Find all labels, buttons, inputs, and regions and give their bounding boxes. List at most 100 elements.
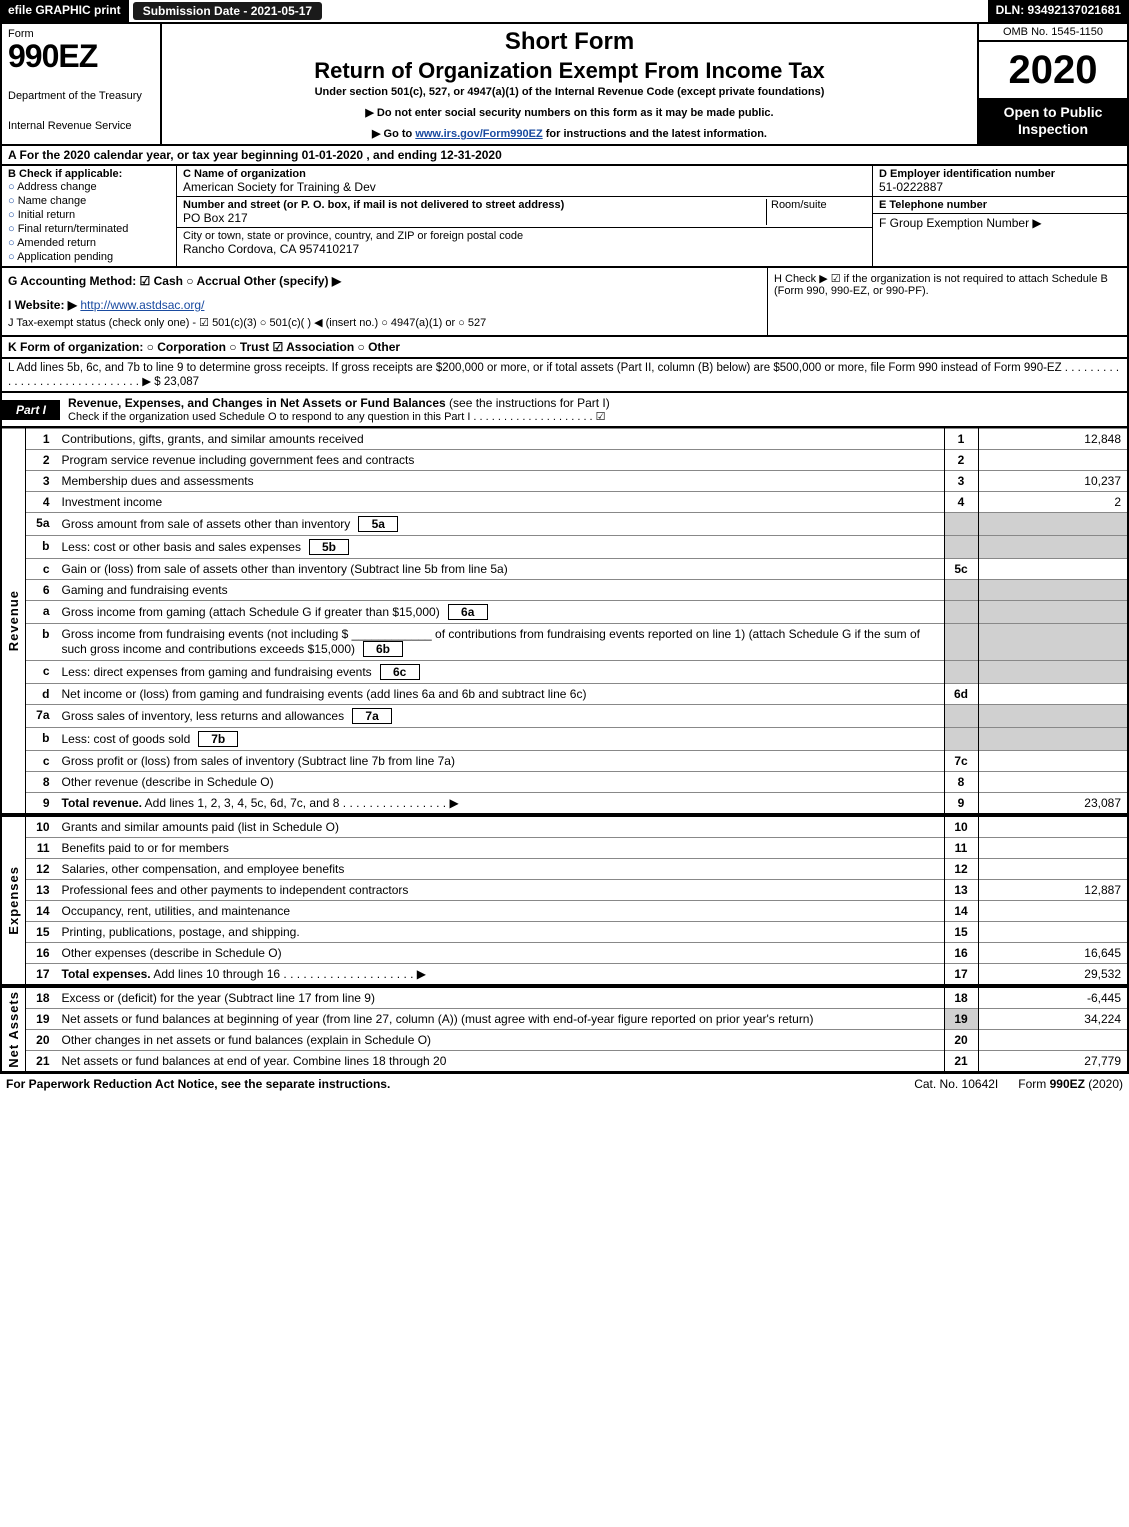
efile-label[interactable]: efile GRAPHIC print — [0, 0, 129, 22]
line-num: 19 — [26, 1009, 58, 1030]
line-num: 16 — [26, 943, 58, 964]
i-website-pre: I Website: ▶ — [8, 298, 77, 312]
table-row: 19Net assets or fund balances at beginni… — [1, 1009, 1128, 1030]
line-num: 17 — [26, 964, 58, 986]
line-amount — [978, 922, 1128, 943]
table-row: 8Other revenue (describe in Schedule O)8 — [1, 772, 1128, 793]
line-desc: Excess or (deficit) for the year (Subtra… — [58, 987, 945, 1009]
line-numcol: 1 — [944, 429, 978, 450]
line-numcol: 15 — [944, 922, 978, 943]
line-desc: Professional fees and other payments to … — [58, 880, 945, 901]
line-desc: Total revenue. Add lines 1, 2, 3, 4, 5c,… — [58, 793, 945, 815]
line-amount — [978, 684, 1128, 705]
line-numcol: 10 — [944, 816, 978, 838]
line-amount — [978, 624, 1128, 661]
line-amount: 12,848 — [978, 429, 1128, 450]
form-number: 990EZ — [8, 40, 154, 72]
line-desc: Occupancy, rent, utilities, and maintena… — [58, 901, 945, 922]
line-amount — [978, 536, 1128, 559]
note2-pre: ▶ Go to — [372, 128, 415, 140]
line-amount — [978, 772, 1128, 793]
under-section: Under section 501(c), 527, or 4947(a)(1)… — [172, 86, 967, 98]
line-desc: Net income or (loss) from gaming and fun… — [58, 684, 945, 705]
part1-title: Revenue, Expenses, and Changes in Net As… — [68, 396, 446, 410]
line-numcol: 8 — [944, 772, 978, 793]
chk-initial-return[interactable]: Initial return — [8, 208, 170, 222]
line-numcol — [944, 513, 978, 536]
header-right: OMB No. 1545-1150 2020 Open to Public In… — [977, 24, 1127, 144]
line-num: 18 — [26, 987, 58, 1009]
revenue-table: Revenue1Contributions, gifts, grants, an… — [0, 428, 1129, 815]
line-numcol: 16 — [944, 943, 978, 964]
table-row: 15Printing, publications, postage, and s… — [1, 922, 1128, 943]
table-row: 2Program service revenue including gover… — [1, 450, 1128, 471]
line-numcol: 13 — [944, 880, 978, 901]
table-row: 17Total expenses. Add lines 10 through 1… — [1, 964, 1128, 986]
line-desc: Printing, publications, postage, and shi… — [58, 922, 945, 943]
line-desc: Gross income from fundraising events (no… — [58, 624, 945, 661]
line-num: 9 — [26, 793, 58, 815]
line-amount: -6,445 — [978, 987, 1128, 1009]
table-row: 16Other expenses (describe in Schedule O… — [1, 943, 1128, 964]
line-amount: 27,779 — [978, 1051, 1128, 1073]
line-amount: 34,224 — [978, 1009, 1128, 1030]
table-row: cGross profit or (loss) from sales of in… — [1, 751, 1128, 772]
line-desc: Gross profit or (loss) from sales of inv… — [58, 751, 945, 772]
expenses-table: Expenses10Grants and similar amounts pai… — [0, 815, 1129, 986]
table-row: bLess: cost of goods sold7b — [1, 728, 1128, 751]
website-link[interactable]: http://www.astdsac.org/ — [80, 298, 204, 312]
tax-year: 2020 — [979, 42, 1127, 98]
line-num: 1 — [26, 429, 58, 450]
foot-right: Form 990EZ (2020) — [1018, 1077, 1123, 1091]
chk-address-change[interactable]: Address change — [8, 180, 170, 194]
table-row: 5aGross amount from sale of assets other… — [1, 513, 1128, 536]
line-amount — [978, 751, 1128, 772]
l-gross-receipts: L Add lines 5b, 6c, and 7b to line 9 to … — [0, 359, 1129, 393]
line-num: 5a — [26, 513, 58, 536]
line-num: 2 — [26, 450, 58, 471]
section-g-h: G Accounting Method: ☑ Cash ○ Accrual Ot… — [0, 268, 1129, 337]
line-desc: Salaries, other compensation, and employ… — [58, 859, 945, 880]
chk-final-return[interactable]: Final return/terminated — [8, 222, 170, 236]
line-num: 3 — [26, 471, 58, 492]
chk-name-change[interactable]: Name change — [8, 194, 170, 208]
line-desc: Contributions, gifts, grants, and simila… — [58, 429, 945, 450]
line-desc: Net assets or fund balances at end of ye… — [58, 1051, 945, 1073]
line-amount: 10,237 — [978, 471, 1128, 492]
line-num: 12 — [26, 859, 58, 880]
col-c-org: C Name of organization American Society … — [177, 166, 872, 266]
note-goto: ▶ Go to www.irs.gov/Form990EZ for instru… — [172, 127, 967, 140]
line-num: c — [26, 751, 58, 772]
line-numcol — [944, 536, 978, 559]
line-desc: Gross income from gaming (attach Schedul… — [58, 601, 945, 624]
chk-amended-return[interactable]: Amended return — [8, 236, 170, 250]
line-amount — [978, 859, 1128, 880]
line-amount — [978, 580, 1128, 601]
line-num: 7a — [26, 705, 58, 728]
foot-formnum: 990EZ — [1050, 1077, 1085, 1091]
table-row: bLess: cost or other basis and sales exp… — [1, 536, 1128, 559]
section-b-c-d: B Check if applicable: Address change Na… — [0, 166, 1129, 268]
line-num: 11 — [26, 838, 58, 859]
c-name-label: C Name of organization — [183, 168, 866, 180]
line-desc: Benefits paid to or for members — [58, 838, 945, 859]
foot-mid: Cat. No. 10642I — [894, 1077, 1018, 1091]
line-desc: Gain or (loss) from sale of assets other… — [58, 559, 945, 580]
line-desc: Investment income — [58, 492, 945, 513]
chk-application-pending[interactable]: Application pending — [8, 250, 170, 264]
table-row: 20Other changes in net assets or fund ba… — [1, 1030, 1128, 1051]
line-amount — [978, 559, 1128, 580]
line-amount: 12,887 — [978, 880, 1128, 901]
line-num: d — [26, 684, 58, 705]
col-d-e-f: D Employer identification number 51-0222… — [872, 166, 1127, 266]
line-desc: Gaming and fundraising events — [58, 580, 945, 601]
short-form: Short Form — [172, 28, 967, 56]
line-num: 20 — [26, 1030, 58, 1051]
line-numcol: 17 — [944, 964, 978, 986]
line-numcol: 7c — [944, 751, 978, 772]
line-numcol — [944, 624, 978, 661]
part1-label: Part I — [2, 400, 60, 420]
irs: Internal Revenue Service — [8, 120, 154, 132]
table-row: cLess: direct expenses from gaming and f… — [1, 661, 1128, 684]
irs-link[interactable]: www.irs.gov/Form990EZ — [415, 128, 542, 140]
